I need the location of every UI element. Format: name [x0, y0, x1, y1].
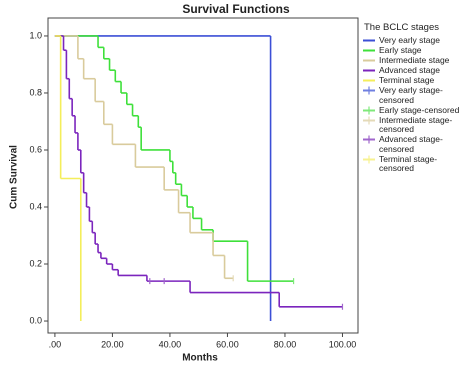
x-tick-label: .00 [49, 339, 62, 349]
legend-swatch [363, 116, 375, 124]
legend-item: Intermediate stage [362, 55, 470, 66]
chart-title: Survival Functions [182, 2, 290, 16]
legend-label: Terminal stage-censored [379, 153, 438, 173]
y-tick-label: 0.4 [29, 201, 42, 211]
y-tick-label: 0.0 [29, 315, 42, 325]
legend-swatch [363, 39, 375, 42]
x-tick-label: 80.00 [274, 339, 297, 349]
legend: The BCLC stages Very early stage Early st… [362, 22, 470, 174]
x-tick-label: 100.00 [329, 339, 357, 349]
legend-label: Terminal stage [379, 75, 435, 85]
legend-title: The BCLC stages [364, 22, 439, 33]
legend-swatch [363, 106, 375, 114]
legend-label: Early stage [379, 45, 422, 55]
legend-label: Advanced stage [379, 65, 440, 75]
legend-item: Advanced stage [362, 65, 470, 76]
legend-item: Very early stage [362, 35, 470, 46]
legend-swatch [363, 49, 375, 52]
x-tick-label: 60.00 [216, 339, 239, 349]
legend-swatch [363, 69, 375, 72]
legend-item: Terminal stage [362, 75, 470, 86]
y-tick-label: 0.6 [29, 144, 42, 154]
y-tick-label: 0.8 [29, 87, 42, 97]
plot-frame [47, 17, 359, 334]
legend-label: Intermediate stage-censored [379, 114, 453, 134]
legend-item: Early stage [362, 45, 470, 56]
legend-item: Early stage-censored [362, 104, 470, 116]
y-tick-label: 0.2 [29, 258, 42, 268]
legend-item: Intermediate stage-censored [362, 114, 470, 135]
legend-swatch [363, 155, 375, 163]
legend-item: Very early stage-censored [362, 85, 470, 105]
y-axis-label: Cum Survival [9, 145, 20, 209]
legend-item: Advanced stage-censored [362, 134, 470, 154]
legend-label: Early stage-censored [379, 104, 460, 115]
x-tick-label: 40.00 [159, 339, 182, 349]
y-tick-label: 1.0 [29, 30, 42, 40]
legend-swatch [363, 86, 375, 95]
legend-swatch [363, 59, 375, 62]
x-axis-label: Months [182, 353, 218, 364]
legend-label: Very early stage [379, 35, 440, 45]
legend-swatch [363, 135, 375, 144]
x-tick-label: 20.00 [101, 339, 124, 349]
legend-label: Intermediate stage [379, 55, 450, 65]
legend-label: Advanced stage-censored [379, 134, 443, 154]
legend-swatch [363, 79, 375, 82]
legend-label: Very early stage-censored [379, 85, 443, 105]
legend-item: Terminal stage-censored [362, 153, 470, 174]
